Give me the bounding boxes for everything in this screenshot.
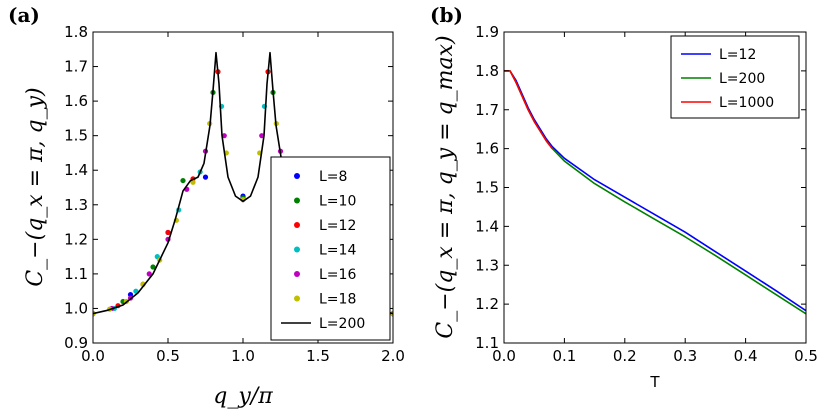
panel-b-ytick-label: 1.4 [475, 217, 499, 235]
panel-a-xlabel: q_y/π [213, 384, 273, 409]
panel-a-xtick-label: 0.5 [156, 347, 180, 365]
panel-a-legend-label: L=14 [319, 243, 356, 259]
panel-b-xtick-label: 0.3 [673, 347, 697, 365]
panel-a-legend-box [270, 156, 391, 341]
panel-b-ytick-label: 1.2 [475, 295, 499, 313]
panel-a-legend-marker [294, 197, 300, 204]
panel-b-label: (b) [430, 3, 463, 27]
panel-a-ytick-label: 1.3 [64, 196, 88, 214]
panel-a: (a) 0.0 0.5 1.0 1.5 2.0 0.9 1.0 1.1 1.2 1.3 1.4 1.5… [8, 3, 405, 409]
panel-b-ytick-label: 1.3 [475, 256, 499, 274]
panel-a-legend: L=8 L=10 L=12 L=14 L=16 L=18 L=200 [270, 156, 391, 341]
panel-a-point-l14 [133, 288, 139, 294]
panel-b-plot-area [504, 70, 806, 315]
panel-b-legend-box [670, 35, 800, 119]
panel-a-point-l18 [190, 179, 196, 185]
panel-a-ytick-label: 1.2 [64, 230, 88, 248]
panel-b-legend-label: L=1000 [719, 95, 774, 111]
panel-a-xtick-label: 1.5 [306, 347, 330, 365]
panel-a-ytick-label: 1.7 [64, 58, 88, 76]
panel-b: (b) 0.0 0.1 0.2 0.3 0.4 0.5 1.1 1.2 1.3 1.4 1.5 1.6… [430, 3, 818, 391]
panel-b-ytick-label: 1.1 [475, 334, 499, 352]
panel-a-legend-label: L=16 [319, 267, 356, 283]
panel-a-legend-marker [294, 173, 300, 179]
panel-a-ytick-label: 1.5 [64, 127, 88, 145]
panel-a-point-l12 [165, 229, 171, 236]
panel-a-legend-marker [294, 246, 300, 253]
panel-a-ylabel: C_−(q_x = π, q_y) [23, 87, 48, 286]
panel-a-xtick-label: 1.0 [231, 347, 255, 365]
panel-a-ytick-label: 1.6 [64, 92, 88, 110]
panel-b-ylabel: C_−(q_x = π, q_y = q_max) [433, 35, 458, 338]
panel-b-ytick-label: 1.7 [475, 101, 499, 119]
panel-b-ytick-label: 1.9 [475, 23, 499, 41]
panel-b-ytick-label: 1.6 [475, 140, 499, 158]
panel-a-ytick-label: 1.1 [64, 265, 88, 283]
panel-a-ytick-label: 0.9 [64, 334, 88, 352]
panel-b-line-l1000 [504, 70, 553, 150]
panel-a-legend-marker [294, 295, 300, 302]
panel-b-xlabel: T [649, 373, 660, 391]
panel-a-xtick-label: 2.0 [381, 347, 405, 365]
panel-b-xtick-label: 0.5 [794, 347, 818, 365]
panel-b-xtick-label: 0.2 [613, 347, 637, 365]
panel-a-legend-marker [294, 271, 300, 277]
panel-a-point-l10 [150, 264, 156, 270]
panel-a-point-l8 [202, 174, 209, 180]
panel-b-ytick-label: 1.5 [475, 179, 499, 197]
panel-b-legend-label: L=200 [719, 71, 765, 87]
panel-a-legend-marker [294, 222, 300, 228]
panel-a-ytick-label: 1.4 [64, 161, 88, 179]
panel-b-ytick-label: 1.8 [475, 62, 499, 80]
panel-a-ytick-label: 1.0 [64, 299, 88, 317]
panel-a-ticks: 0.0 0.5 1.0 1.5 2.0 0.9 1.0 1.1 1.2 1.3 1.4 1.5 1.6 1… [64, 23, 405, 365]
panel-a-point-l10 [180, 177, 186, 184]
panel-a-label: (a) [8, 3, 40, 27]
panel-b-xtick-label: 0.4 [734, 347, 758, 365]
panel-b-xtick-label: 0.1 [552, 347, 576, 365]
panel-b-legend: L=12 L=200 L=1000 [670, 35, 800, 119]
panel-a-point-l16 [146, 271, 152, 277]
panel-a-legend-label: L=18 [319, 292, 356, 308]
panel-a-ytick-label: 1.8 [64, 23, 88, 41]
panel-a-legend-label: L=200 [319, 316, 365, 332]
panel-b-xtick-label: 0.0 [492, 347, 516, 365]
panel-a-legend-label: L=10 [319, 194, 356, 210]
panel-b-ticks: 0.0 0.1 0.2 0.3 0.4 0.5 1.1 1.2 1.3 1.4 1.5 1.6 1.7 1… [475, 23, 818, 365]
panel-b-legend-label: L=12 [719, 47, 756, 63]
panel-a-legend-label: L=12 [319, 218, 356, 234]
panel-a-xtick-label: 0.0 [81, 347, 105, 365]
panel-b-series-group [504, 70, 806, 315]
panel-a-legend-label: L=8 [319, 169, 347, 185]
